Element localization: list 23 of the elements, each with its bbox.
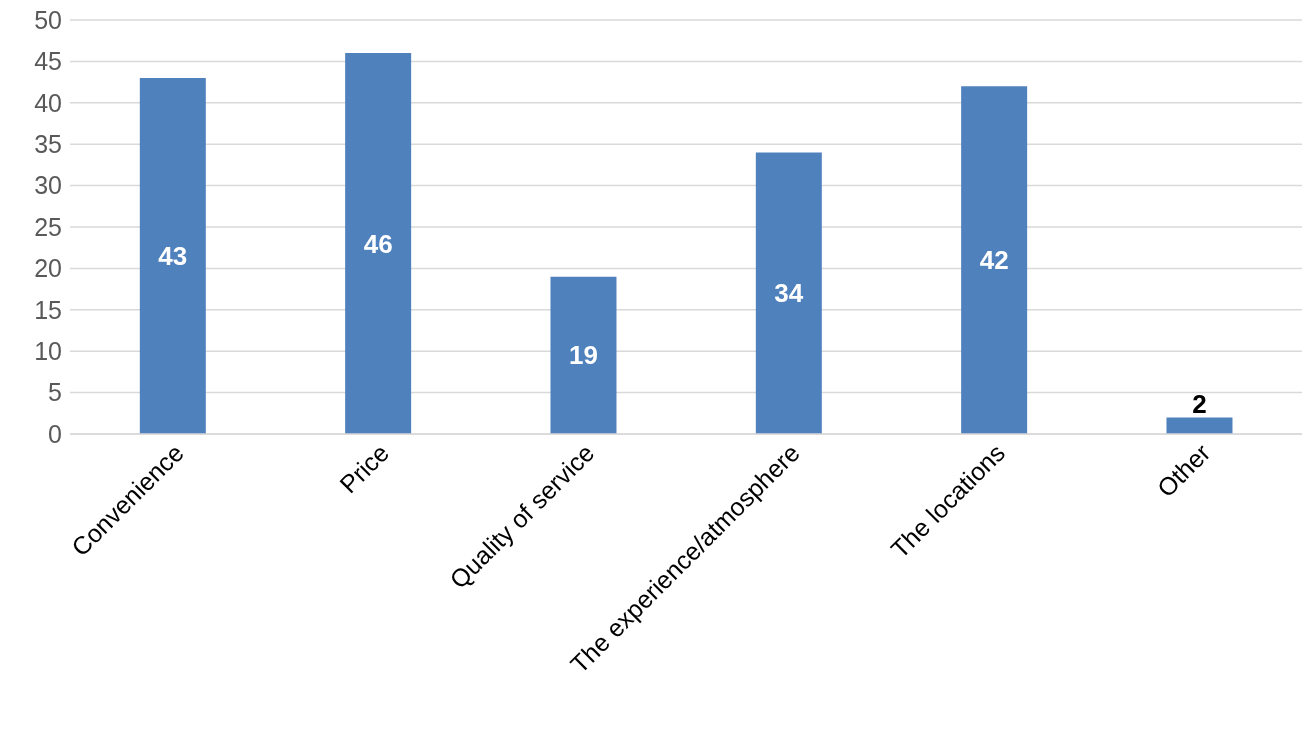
y-tick-label: 35 (34, 130, 62, 159)
data-label: 19 (569, 340, 598, 371)
data-label: 46 (363, 228, 393, 259)
y-tick-label: 5 (48, 378, 62, 407)
y-tick-label: 30 (34, 171, 62, 200)
bar (755, 152, 822, 434)
data-label: 43 (158, 240, 188, 271)
y-tick-label: 50 (34, 5, 62, 34)
data-label: 2 (1192, 389, 1207, 420)
bar (345, 53, 412, 434)
bar (1166, 417, 1233, 434)
data-label: 34 (774, 278, 804, 309)
y-tick-label: 25 (34, 212, 62, 241)
y-tick-label: 0 (48, 419, 62, 448)
y-tick-label: 10 (34, 337, 62, 366)
bar (139, 77, 206, 434)
bar (961, 86, 1028, 434)
y-tick-label: 40 (34, 88, 62, 117)
bar (550, 276, 617, 434)
y-tick-label: 20 (34, 254, 62, 283)
y-tick-label: 45 (34, 47, 62, 76)
y-tick-label: 15 (34, 295, 62, 324)
data-label: 42 (979, 245, 1009, 276)
